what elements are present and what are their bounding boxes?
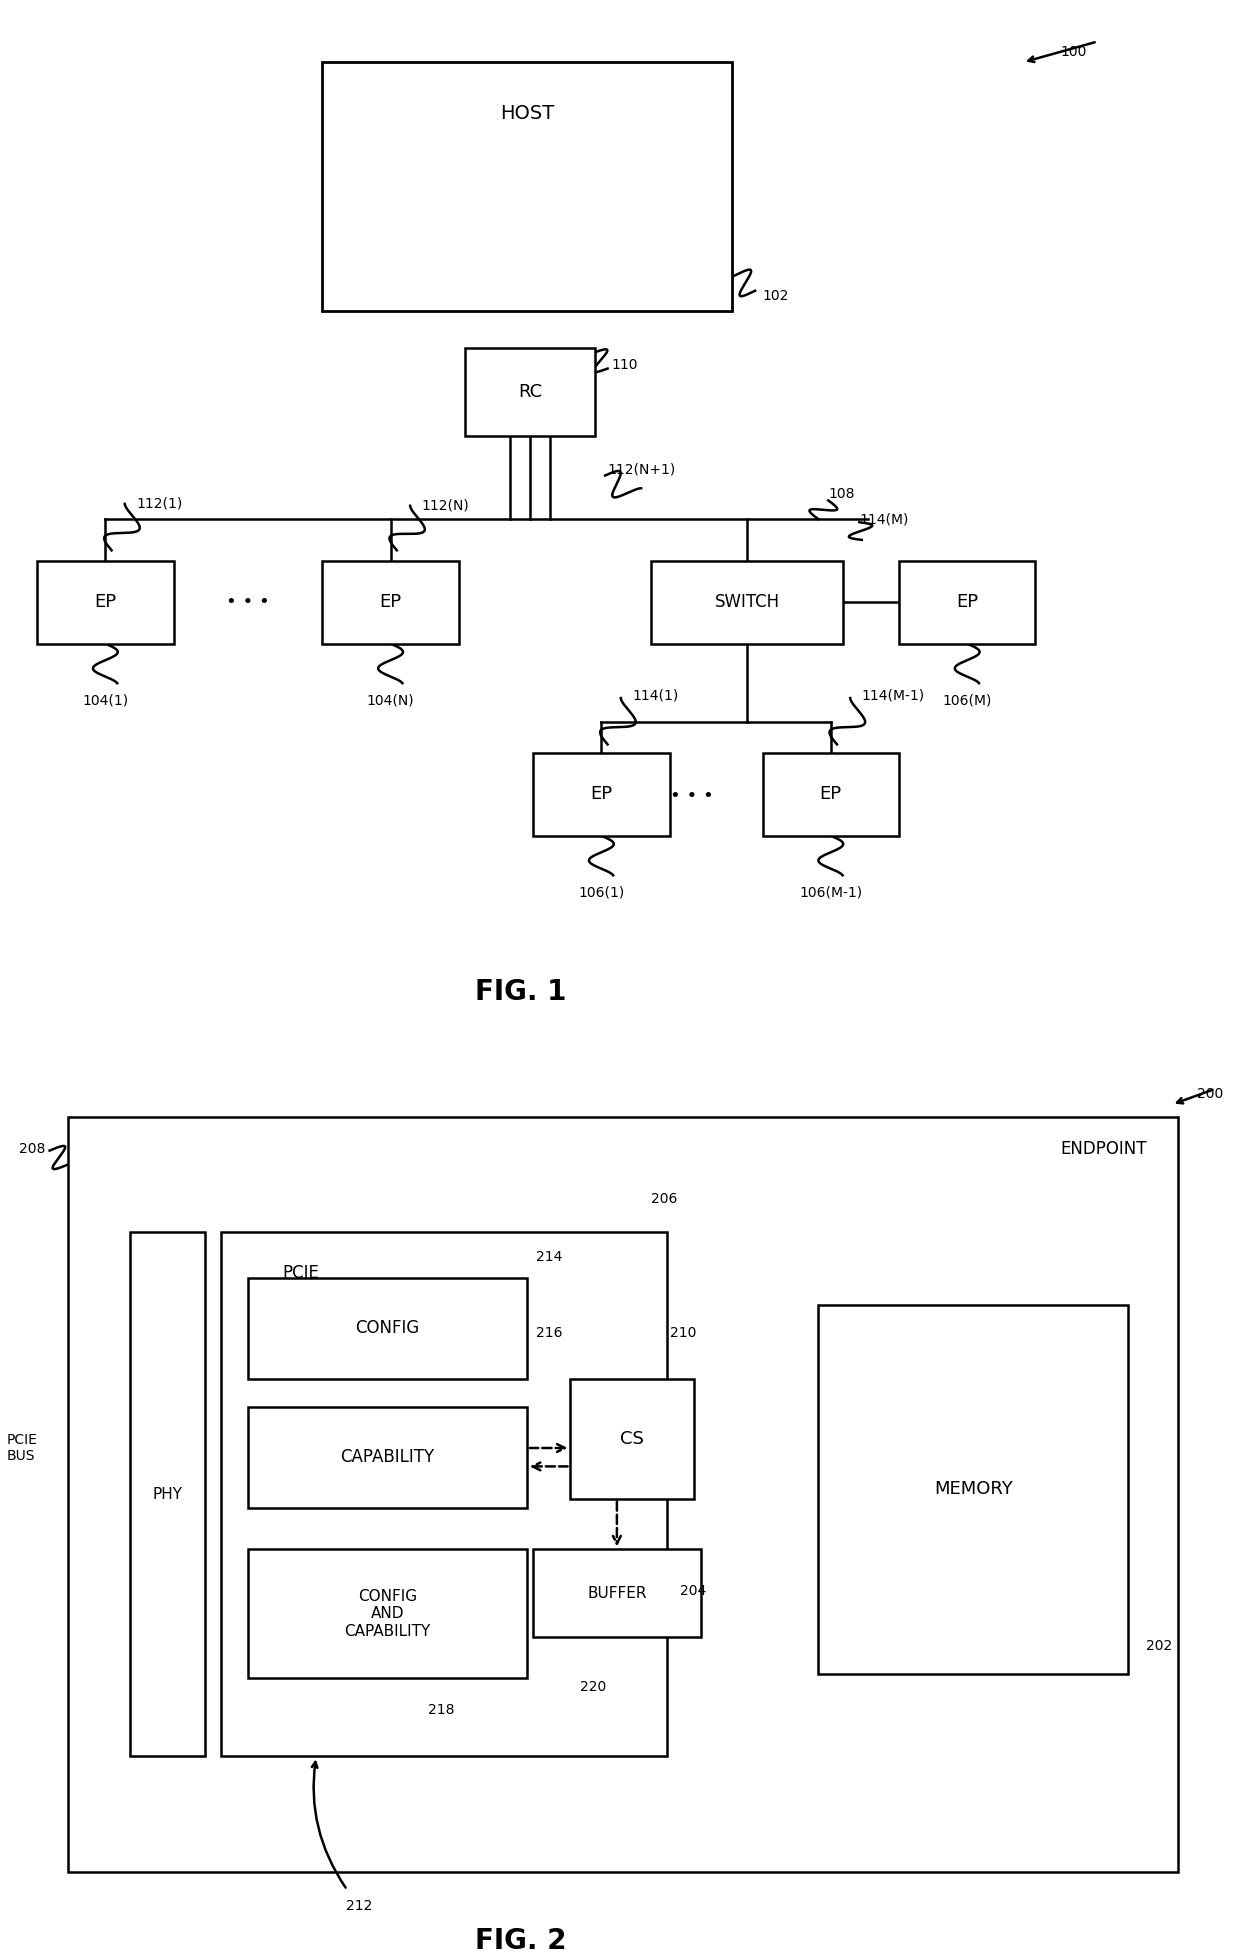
Text: EP: EP (956, 594, 978, 611)
Bar (68, 1117, 1178, 1871)
Text: CONFIG
AND
CAPABILITY: CONFIG AND CAPABILITY (345, 1589, 430, 1638)
Bar (322, 560, 459, 645)
Text: 112(N): 112(N) (422, 500, 470, 513)
Text: PCIE: PCIE (283, 1264, 320, 1281)
Text: 112(1): 112(1) (136, 496, 182, 511)
Text: 210: 210 (670, 1326, 696, 1340)
Text: BUFFER: BUFFER (588, 1585, 646, 1601)
Text: 206: 206 (651, 1193, 677, 1207)
Bar (570, 1379, 694, 1499)
Text: 214: 214 (536, 1250, 562, 1264)
Bar (248, 1550, 527, 1679)
Text: EP: EP (590, 786, 613, 803)
Bar (533, 1550, 701, 1638)
Text: 200: 200 (1197, 1087, 1223, 1101)
Text: FIG. 1: FIG. 1 (475, 978, 567, 1005)
Text: 106(1): 106(1) (578, 885, 625, 899)
Text: MEMORY: MEMORY (934, 1481, 1013, 1499)
Text: 104(1): 104(1) (82, 693, 129, 707)
Bar (818, 1305, 1128, 1673)
Text: 212: 212 (346, 1898, 373, 1912)
Text: 110: 110 (611, 358, 637, 372)
Text: EP: EP (379, 594, 402, 611)
Text: PHY: PHY (153, 1487, 182, 1501)
Text: 112(N+1): 112(N+1) (608, 462, 676, 476)
Text: 106(M): 106(M) (942, 693, 992, 707)
Text: 202: 202 (1146, 1640, 1172, 1653)
Bar (248, 1277, 527, 1379)
Text: ENDPOINT: ENDPOINT (1060, 1140, 1147, 1158)
Text: EP: EP (820, 786, 842, 803)
Text: 100: 100 (1060, 45, 1086, 59)
Text: 218: 218 (428, 1704, 454, 1718)
Text: 108: 108 (828, 488, 854, 502)
Text: • • •: • • • (670, 788, 714, 805)
Text: 114(M): 114(M) (859, 511, 909, 527)
Bar (322, 63, 732, 311)
Text: 104(N): 104(N) (367, 693, 414, 707)
Text: 208: 208 (19, 1142, 45, 1156)
Text: RC: RC (518, 382, 542, 402)
Bar (651, 560, 843, 645)
Text: 106(M-1): 106(M-1) (800, 885, 862, 899)
Bar (533, 752, 670, 836)
Text: 216: 216 (536, 1326, 562, 1340)
Text: 114(M-1): 114(M-1) (862, 690, 925, 703)
Bar (899, 560, 1035, 645)
Bar (130, 1232, 205, 1757)
Bar (221, 1232, 667, 1757)
Text: PCIE
BUS: PCIE BUS (6, 1432, 37, 1463)
Text: HOST: HOST (500, 104, 554, 123)
Text: • • •: • • • (226, 594, 270, 611)
Text: 114(1): 114(1) (632, 690, 678, 703)
Text: SWITCH: SWITCH (714, 594, 780, 611)
Text: CS: CS (620, 1430, 645, 1448)
Text: 102: 102 (763, 288, 789, 304)
Text: EP: EP (94, 594, 117, 611)
Bar (763, 752, 899, 836)
Text: FIG. 2: FIG. 2 (475, 1926, 567, 1955)
Bar (248, 1407, 527, 1508)
Text: CONFIG: CONFIG (356, 1318, 419, 1338)
Bar (37, 560, 174, 645)
Text: 220: 220 (580, 1681, 606, 1695)
Text: 204: 204 (680, 1583, 706, 1599)
Bar (465, 349, 595, 437)
Text: CAPABILITY: CAPABILITY (341, 1448, 434, 1465)
